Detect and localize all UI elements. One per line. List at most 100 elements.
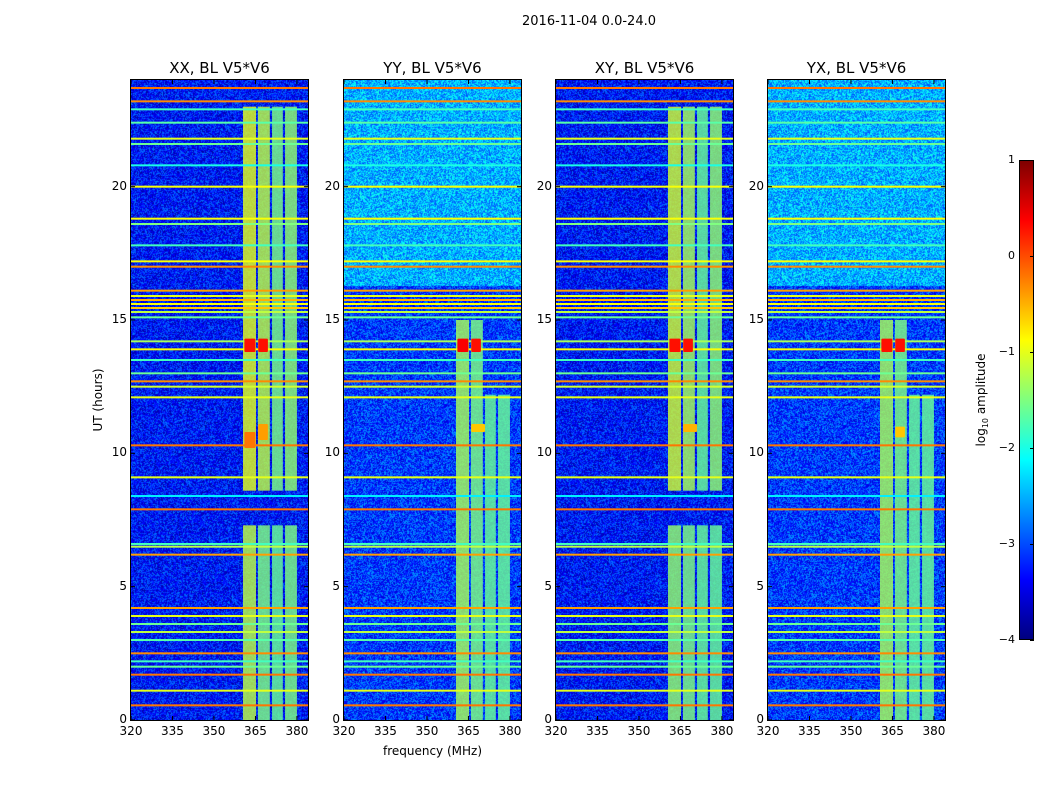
rfi-line: [768, 623, 945, 625]
rfi-line: [768, 121, 945, 124]
rfi-line: [131, 543, 308, 545]
rfi-line: [768, 543, 945, 545]
rfi-line: [344, 299, 521, 301]
rfi-line: [344, 137, 521, 140]
rfi-line: [131, 359, 308, 361]
rfi-line: [556, 553, 733, 556]
rfi-line: [131, 607, 308, 609]
rfi-line: [768, 704, 945, 707]
y-tick-label: 15: [324, 312, 340, 326]
rfi-line: [768, 359, 945, 361]
rfi-line: [768, 385, 945, 388]
band-cell: [697, 106, 708, 491]
heatmap-panel: [130, 79, 309, 721]
rfi-line: [768, 185, 945, 188]
rfi-line: [768, 553, 945, 556]
rfi-line: [131, 660, 308, 663]
rfi-line: [131, 311, 308, 313]
band-cell: [894, 320, 907, 720]
band-cell: [498, 394, 510, 720]
rfi-line: [344, 223, 521, 225]
rfi-line: [131, 444, 308, 447]
rfi-line: [556, 289, 733, 292]
rfi-line: [344, 615, 521, 617]
rfi-line: [556, 359, 733, 361]
rfi-line: [344, 639, 521, 641]
rfi-line: [768, 260, 945, 263]
y-tick-label: 20: [324, 178, 340, 193]
rfi-line: [131, 185, 308, 188]
rfi-line: [344, 340, 521, 343]
rfi-line: [131, 108, 308, 111]
rfi-line: [131, 495, 308, 497]
rfi-line: [131, 340, 308, 343]
rfi-line: [131, 100, 308, 103]
rfi-line: [556, 143, 733, 145]
rfi-line: [768, 495, 945, 497]
x-tick-label: 320: [119, 724, 143, 738]
band-cell: [257, 525, 270, 720]
heatmap-panel: [555, 79, 734, 721]
rfi-line: [131, 380, 308, 383]
rfi-line: [768, 164, 945, 167]
y-tick-label: 5: [756, 578, 764, 593]
rfi-line: [344, 660, 521, 663]
x-tick-label: 380: [922, 724, 946, 738]
rfi-line: [556, 340, 733, 343]
rfi-line: [556, 299, 733, 301]
rfi-line: [344, 143, 521, 145]
heatmap-marks: [556, 80, 733, 720]
rfi-line: [556, 265, 733, 268]
rfi-line: [768, 316, 945, 319]
heatmap-panel: [343, 79, 522, 721]
rfi-line: [131, 87, 308, 89]
rfi-line: [768, 508, 945, 511]
blob-cell: [683, 424, 698, 432]
rfi-line: [556, 652, 733, 655]
rfi-line: [131, 137, 308, 140]
panel-title: XX, BL V5*V6: [169, 59, 270, 77]
rfi-line: [344, 553, 521, 556]
rfi-line: [344, 87, 521, 89]
rfi-line: [131, 121, 308, 124]
heatmap-marks: [344, 80, 521, 720]
rfi-line: [556, 508, 733, 511]
blob-cell: [244, 338, 256, 352]
rfi-line: [344, 289, 521, 292]
rfi-line: [556, 704, 733, 707]
rfi-line: [768, 660, 945, 663]
y-tick-label: 5: [119, 578, 127, 593]
rfi-line: [768, 311, 945, 313]
rfi-line: [131, 665, 308, 668]
panel-title: XY, BL V5*V6: [594, 59, 695, 77]
rfi-line: [768, 545, 945, 548]
rfi-line: [344, 689, 521, 692]
rfi-line: [344, 295, 521, 297]
y-tick-label: 10: [111, 445, 127, 460]
band-cell: [668, 106, 682, 491]
rfi-line: [131, 545, 308, 548]
rfi-line: [556, 108, 733, 111]
rfi-line: [556, 545, 733, 548]
rfi-line: [768, 303, 945, 305]
band-cell: [285, 525, 297, 720]
rfi-line: [556, 673, 733, 676]
rfi-line: [556, 665, 733, 668]
rfi-line: [344, 303, 521, 305]
colorbar-tick-mark: [1030, 352, 1034, 353]
band-cell: [243, 106, 257, 491]
band-cell: [710, 106, 722, 491]
y-tick-label: 20: [111, 178, 127, 193]
rfi-line: [556, 217, 733, 220]
rfi-line: [556, 495, 733, 497]
x-tick-label: 350: [415, 724, 439, 738]
rfi-line: [344, 652, 521, 655]
y-tick-label: 5: [332, 578, 340, 593]
rfi-line: [768, 689, 945, 692]
rfi-line: [556, 295, 733, 297]
heatmap-marks: [768, 80, 945, 720]
band-cell: [272, 525, 283, 720]
rfi-line: [556, 385, 733, 388]
band-cell: [285, 106, 297, 491]
rfi-line: [344, 217, 521, 220]
